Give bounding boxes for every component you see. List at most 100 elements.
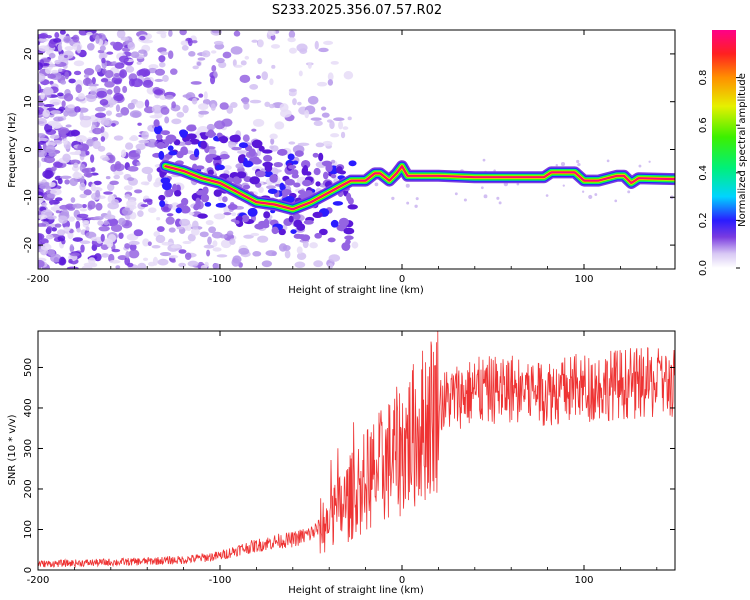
noise-blob xyxy=(104,214,116,220)
noise-blob xyxy=(197,57,206,61)
noise-blob xyxy=(182,94,193,98)
noise-blob xyxy=(167,50,174,60)
noise-blob xyxy=(79,118,92,128)
noise-blob xyxy=(197,125,209,135)
noise-blob xyxy=(167,145,174,151)
noise-blob xyxy=(48,52,56,59)
noise-blob xyxy=(105,175,111,180)
noise-blob xyxy=(61,209,70,217)
noise-blob xyxy=(307,95,319,105)
noise-blob xyxy=(274,121,285,130)
noise-blob xyxy=(38,102,45,107)
noise-blob xyxy=(44,123,53,133)
noise-blob xyxy=(271,226,279,235)
noise-blob xyxy=(157,258,169,266)
noise-blob xyxy=(147,173,153,182)
noise-blob xyxy=(85,150,90,156)
noise-blob xyxy=(111,199,119,205)
noise-blob xyxy=(342,126,349,130)
noise-blob xyxy=(269,78,274,86)
noise-blob xyxy=(57,229,66,236)
noise-dot xyxy=(614,199,618,203)
noise-blob xyxy=(287,165,297,170)
noise-blob xyxy=(87,43,95,51)
noise-blob xyxy=(258,186,264,194)
x-tick-label: 100 xyxy=(574,575,593,586)
noise-blob xyxy=(87,83,99,87)
noise-blob xyxy=(38,160,42,169)
noise-blob xyxy=(233,30,241,37)
noise-blob xyxy=(45,234,54,240)
spectrogram-y-label: Frequency (Hz) xyxy=(7,112,18,188)
noise-blob xyxy=(249,99,262,104)
noise-blob xyxy=(76,227,81,233)
noise-blob xyxy=(91,77,96,85)
noise-blob xyxy=(213,189,222,197)
noise-blob xyxy=(151,104,163,114)
noise-blob xyxy=(59,175,72,179)
noise-blob xyxy=(97,220,104,226)
noise-blob xyxy=(231,212,237,217)
noise-blob xyxy=(128,240,140,246)
noise-blob xyxy=(176,111,185,118)
noise-blob xyxy=(68,216,76,222)
noise-blob xyxy=(333,117,345,122)
noise-blob xyxy=(331,159,336,164)
noise-blob xyxy=(75,135,88,143)
noise-blob xyxy=(120,149,127,158)
noise-blob xyxy=(196,61,201,66)
noise-blob xyxy=(212,240,218,247)
noise-blob xyxy=(83,189,92,196)
noise-blob xyxy=(261,71,269,81)
noise-blob xyxy=(191,220,199,230)
snr-panel: -200 -100 0 100 0 100 200 300 400 500 Height of … xyxy=(7,330,676,596)
noise-blob xyxy=(127,102,135,110)
noise-blob xyxy=(81,168,90,174)
noise-blob xyxy=(164,189,171,198)
noise-blob xyxy=(137,210,144,217)
noise-blob xyxy=(165,216,175,225)
noise-blob xyxy=(202,186,209,195)
noise-blob xyxy=(318,228,328,236)
noise-blob xyxy=(287,37,296,43)
noise-blob xyxy=(115,104,121,113)
noise-blob xyxy=(174,189,182,197)
noise-blob xyxy=(161,241,174,246)
noise-blob xyxy=(118,55,129,63)
noise-blob xyxy=(156,217,161,221)
noise-blob xyxy=(280,109,292,118)
noise-blob xyxy=(296,252,307,261)
noise-blob xyxy=(297,101,302,106)
noise-blob xyxy=(197,103,209,110)
noise-blob xyxy=(112,61,117,65)
noise-blob xyxy=(114,62,125,69)
noise-blob xyxy=(106,89,113,95)
noise-blob xyxy=(131,78,143,88)
noise-blob xyxy=(237,150,248,154)
noise-blob xyxy=(284,178,295,186)
noise-blob xyxy=(90,183,96,192)
noise-blob xyxy=(87,200,96,210)
noise-blob xyxy=(154,78,164,83)
noise-blob xyxy=(307,62,312,69)
noise-blob xyxy=(160,32,167,39)
noise-blob xyxy=(327,237,336,243)
noise-dot xyxy=(414,204,418,208)
noise-blob xyxy=(147,241,152,246)
noise-blob xyxy=(314,40,319,50)
noise-blob xyxy=(281,197,293,202)
noise-blob xyxy=(53,161,63,168)
noise-blob xyxy=(238,142,249,149)
noise-blob xyxy=(293,182,301,188)
noise-blob xyxy=(170,244,181,249)
noise-blob xyxy=(124,194,131,199)
noise-blob xyxy=(79,240,91,245)
noise-blob xyxy=(103,117,113,127)
noise-blob xyxy=(70,252,81,257)
noise-blob xyxy=(83,172,93,178)
noise-blob xyxy=(39,184,48,190)
noise-blob xyxy=(73,60,85,67)
spectrogram-blobs xyxy=(38,30,675,269)
noise-blob xyxy=(55,210,61,214)
